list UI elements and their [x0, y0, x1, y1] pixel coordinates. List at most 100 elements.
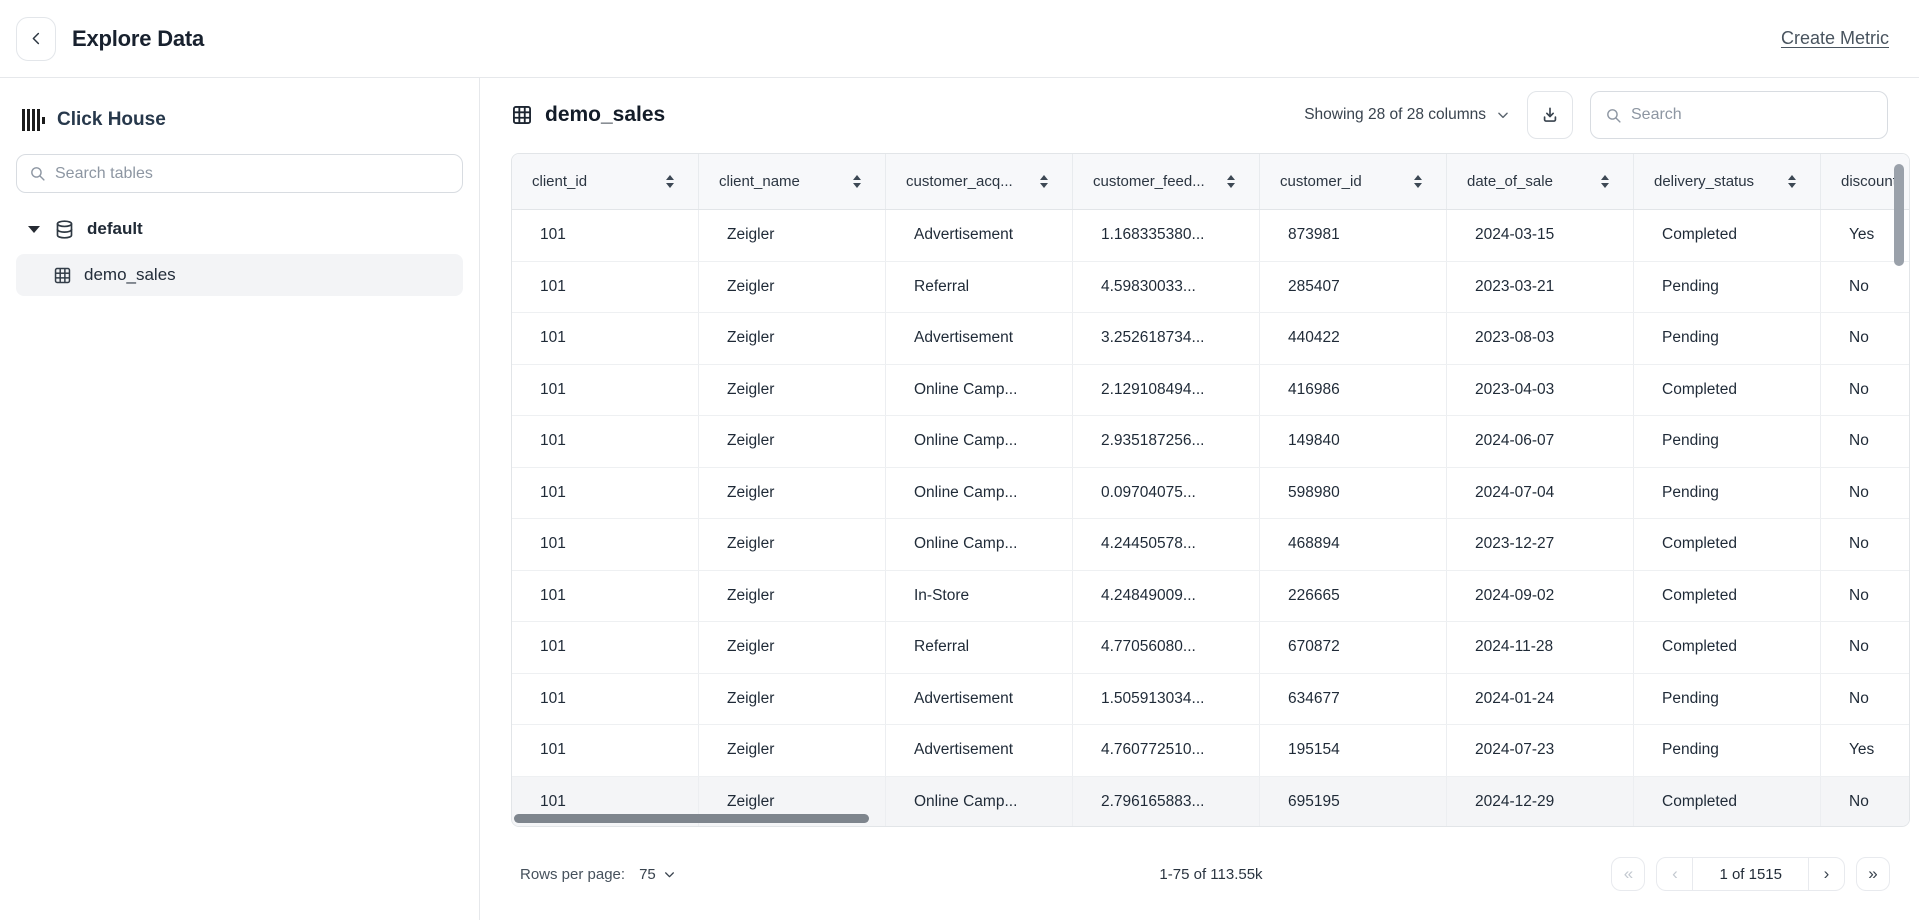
table-cell: No — [1821, 777, 1909, 827]
horizontal-scrollbar[interactable] — [514, 814, 869, 823]
table-cell: Zeigler — [699, 725, 886, 776]
table-cell: Zeigler — [699, 261, 886, 312]
sort-arrows-icon — [1601, 175, 1609, 188]
table-row[interactable]: 101 Zeigler Advertisement 3.252618734... 440… — [512, 313, 1909, 365]
table-cell: No — [1821, 468, 1909, 519]
table-cell: Zeigler — [699, 622, 886, 673]
column-header-discount[interactable]: discount — [1821, 154, 1909, 209]
table-cell: 873981 — [1260, 210, 1447, 261]
table-cell: Zeigler — [699, 570, 886, 621]
table-cell: 0.09704075... — [1073, 467, 1260, 518]
column-header-label: customer_id — [1280, 173, 1362, 190]
rows-per-page-dropdown[interactable]: 75 — [639, 866, 676, 883]
table-search-box — [1590, 91, 1888, 139]
top-bar: Explore Data Create Metric — [0, 0, 1919, 78]
table-cell: 4.24849009... — [1073, 570, 1260, 621]
column-header-label: discount — [1841, 173, 1897, 190]
table-cell: 2024-01-24 — [1447, 673, 1634, 724]
table-cell: Yes — [1821, 725, 1909, 776]
table-cell: 101 — [512, 725, 699, 776]
table-cell: 101 — [512, 570, 699, 621]
table-cell: 1.505913034... — [1073, 673, 1260, 724]
table-cell: 149840 — [1260, 416, 1447, 467]
table-row[interactable]: 101 Zeigler Online Camp... 4.24450578... 468… — [512, 519, 1909, 571]
sort-arrows-icon — [1227, 175, 1235, 188]
table-row[interactable]: 101 Zeigler Advertisement 1.505913034... 634… — [512, 673, 1909, 725]
download-button[interactable] — [1527, 91, 1573, 139]
table-cell: Pending — [1634, 467, 1821, 518]
table-cell: Advertisement — [886, 210, 1073, 261]
table-row[interactable]: 101 Zeigler Online Camp... 2.935187256... 14… — [512, 416, 1909, 468]
table-title: demo_sales — [511, 103, 665, 127]
last-page-button[interactable]: » — [1856, 857, 1890, 891]
column-header-customer_feed[interactable]: customer_feed... — [1073, 154, 1260, 209]
search-tables-box — [16, 154, 463, 193]
search-tables-input[interactable] — [55, 164, 450, 183]
table-row[interactable]: 101 Zeigler In-Store 4.24849009... 226665 202… — [512, 570, 1909, 622]
table-cell: 670872 — [1260, 622, 1447, 673]
table-cell: 2.935187256... — [1073, 416, 1260, 467]
table-cell: Pending — [1634, 416, 1821, 467]
table-cell: Pending — [1634, 725, 1821, 776]
table-cell: 101 — [512, 673, 699, 724]
table-row[interactable]: 101 Zeigler Advertisement 1.168335380... 873… — [512, 210, 1909, 262]
table-cell: Online Camp... — [886, 467, 1073, 518]
table-cell: 101 — [512, 467, 699, 518]
table-cell: 2024-09-02 — [1447, 570, 1634, 621]
prev-page-button[interactable]: ‹ — [1657, 858, 1694, 890]
table-row[interactable]: 101 Zeigler Advertisement 4.760772510... 195… — [512, 725, 1909, 777]
sidebar-item-database-default[interactable]: default — [16, 209, 463, 249]
columns-dropdown[interactable]: Showing 28 of 28 columns — [1304, 106, 1510, 124]
vertical-scrollbar[interactable] — [1894, 164, 1904, 266]
table-row[interactable]: 101 Zeigler Referral 4.77056080... 670872 202… — [512, 622, 1909, 674]
table-cell: 2024-07-23 — [1447, 725, 1634, 776]
sort-arrows-icon — [1040, 175, 1048, 188]
column-header-delivery_status[interactable]: delivery_status — [1634, 154, 1821, 209]
column-header-customer_acq[interactable]: customer_acq... — [886, 154, 1073, 209]
table-cell: 1.168335380... — [1073, 210, 1260, 261]
table-cell: Pending — [1634, 261, 1821, 312]
column-header-label: client_id — [532, 173, 588, 190]
table-cell: Referral — [886, 261, 1073, 312]
sidebar-item-demo-sales[interactable]: demo_sales — [16, 254, 463, 296]
table-cell: Online Camp... — [886, 776, 1073, 826]
table-cell: 101 — [512, 776, 699, 826]
table-cell: Online Camp... — [886, 364, 1073, 415]
table-cell: 101 — [512, 416, 699, 467]
table-row[interactable]: 101 Zeigler Online Camp... 2.129108494... 41… — [512, 364, 1909, 416]
main-panel: demo_sales Showing 28 of 28 columns — [480, 78, 1919, 920]
table-cell: 598980 — [1260, 467, 1447, 518]
table-cell: Advertisement — [886, 725, 1073, 776]
back-button[interactable] — [16, 16, 56, 61]
table-cell: 101 — [512, 519, 699, 570]
connection-header: Click House — [22, 108, 463, 132]
table-search-input[interactable] — [1631, 106, 1873, 124]
table-cell: 2.129108494... — [1073, 364, 1260, 415]
rows-per-page-label: Rows per page: — [520, 865, 626, 883]
table-cell: No — [1821, 622, 1909, 673]
clickhouse-logo-icon — [22, 108, 45, 132]
next-page-button[interactable]: › — [1808, 858, 1844, 890]
column-header-date_of_sale[interactable]: date_of_sale — [1447, 154, 1634, 209]
create-metric-link[interactable]: Create Metric — [1780, 28, 1889, 48]
column-header-client_name[interactable]: client_name — [699, 154, 886, 209]
column-header-client_id[interactable]: client_id — [512, 154, 699, 209]
table-cell: Referral — [886, 622, 1073, 673]
column-header-customer_id[interactable]: customer_id — [1260, 154, 1447, 209]
table-cell: Zeigler — [699, 416, 886, 467]
table-cell: Completed — [1634, 776, 1821, 826]
sort-arrows-icon — [666, 175, 674, 188]
caret-down-icon[interactable] — [28, 225, 40, 233]
table-row[interactable]: 101 Zeigler Online Camp... 0.09704075... 598… — [512, 467, 1909, 519]
grid-footer: Rows per page: 75 1-75 of 113.55k « ‹ 1 … — [511, 856, 1911, 892]
table-cell: Online Camp... — [886, 416, 1073, 467]
table-row[interactable]: 101 Zeigler Referral 4.59830033... 285407 202… — [512, 261, 1909, 313]
table-cell: Completed — [1634, 364, 1821, 415]
table-cell: Zeigler — [699, 313, 886, 364]
page-navigator: ‹ 1 of 1515 › — [1656, 857, 1845, 891]
table-cell: Zeigler — [699, 210, 886, 261]
first-page-button[interactable]: « — [1611, 857, 1646, 891]
column-header-label: customer_feed... — [1093, 173, 1205, 190]
table-cell: 695195 — [1260, 776, 1447, 826]
table-cell: 4.760772510... — [1073, 725, 1260, 776]
